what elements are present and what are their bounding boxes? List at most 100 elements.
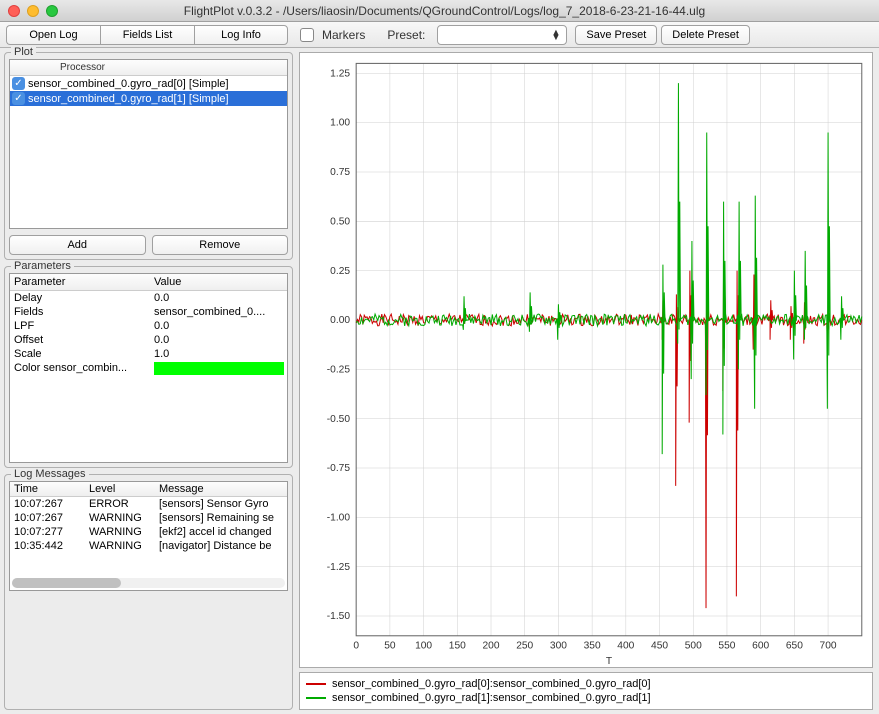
svg-text:-0.50: -0.50 bbox=[327, 414, 351, 425]
color-swatch[interactable] bbox=[154, 362, 284, 375]
svg-text:T: T bbox=[606, 656, 613, 667]
list-item-label: sensor_combined_0.gyro_rad[0] [Simple] bbox=[28, 78, 229, 90]
log-scrollbar[interactable] bbox=[12, 578, 285, 588]
log-time: 10:07:277 bbox=[10, 525, 85, 539]
table-row[interactable]: Scale1.0 bbox=[10, 347, 287, 361]
svg-text:-1.50: -1.50 bbox=[327, 611, 351, 622]
param-name: Scale bbox=[10, 347, 150, 361]
svg-text:100: 100 bbox=[415, 640, 432, 651]
svg-text:0.50: 0.50 bbox=[330, 216, 350, 227]
save-preset-button[interactable]: Save Preset bbox=[575, 25, 657, 45]
table-row[interactable]: Color sensor_combin... bbox=[10, 361, 287, 376]
param-header-parameter: Parameter bbox=[10, 274, 150, 290]
checkbox-icon[interactable]: ✓ bbox=[12, 77, 25, 90]
toolbar-button-group: Open Log Fields List Log Info bbox=[6, 25, 288, 45]
svg-text:0.00: 0.00 bbox=[330, 315, 350, 326]
table-row[interactable]: Fieldssensor_combined_0.... bbox=[10, 305, 287, 319]
table-row[interactable]: 10:07:277WARNING[ekf2] accel id changed bbox=[10, 525, 287, 539]
param-header-value: Value bbox=[150, 274, 287, 290]
markers-checkbox[interactable] bbox=[300, 28, 314, 42]
param-name: Delay bbox=[10, 291, 150, 305]
svg-text:450: 450 bbox=[651, 640, 668, 651]
preset-label: Preset: bbox=[387, 28, 425, 42]
parameters-table[interactable]: Parameter Value Delay0.0Fieldssensor_com… bbox=[9, 273, 288, 463]
svg-text:400: 400 bbox=[617, 640, 634, 651]
log-level: WARNING bbox=[85, 525, 155, 539]
minimize-icon[interactable] bbox=[27, 5, 39, 17]
title-bar: FlightPlot v.0.3.2 - /Users/liaosin/Docu… bbox=[0, 0, 879, 22]
legend-color-icon bbox=[306, 683, 326, 685]
table-row[interactable]: 10:35:442WARNING[navigator] Distance be bbox=[10, 539, 287, 553]
checkbox-icon[interactable]: ✓ bbox=[12, 92, 25, 105]
log-message: [ekf2] accel id changed bbox=[155, 525, 287, 539]
chart-area[interactable]: -1.50-1.25-1.00-0.75-0.50-0.250.000.250.… bbox=[299, 52, 873, 668]
log-messages-table[interactable]: Time Level Message 10:07:267ERROR[sensor… bbox=[9, 481, 288, 591]
legend-item: sensor_combined_0.gyro_rad[1]:sensor_com… bbox=[306, 691, 866, 705]
traffic-lights bbox=[8, 5, 58, 17]
log-message: [navigator] Distance be bbox=[155, 539, 287, 553]
open-log-button[interactable]: Open Log bbox=[6, 25, 100, 45]
close-icon[interactable] bbox=[8, 5, 20, 17]
svg-text:1.00: 1.00 bbox=[330, 118, 350, 129]
log-time: 10:07:267 bbox=[10, 511, 85, 525]
svg-text:600: 600 bbox=[752, 640, 769, 651]
svg-text:350: 350 bbox=[584, 640, 601, 651]
zoom-icon[interactable] bbox=[46, 5, 58, 17]
remove-button[interactable]: Remove bbox=[152, 235, 289, 255]
param-value: 1.0 bbox=[150, 347, 287, 361]
delete-preset-button[interactable]: Delete Preset bbox=[661, 25, 750, 45]
svg-text:0: 0 bbox=[353, 640, 359, 651]
log-level: WARNING bbox=[85, 511, 155, 525]
list-item[interactable]: ✓sensor_combined_0.gyro_rad[0] [Simple] bbox=[10, 76, 287, 91]
preset-select[interactable]: ▲▼ bbox=[437, 25, 567, 45]
log-messages-panel: Log Messages Time Level Message 10:07:26… bbox=[4, 474, 293, 710]
svg-text:500: 500 bbox=[685, 640, 702, 651]
legend-color-icon bbox=[306, 697, 326, 699]
svg-text:700: 700 bbox=[820, 640, 837, 651]
param-name: Offset bbox=[10, 333, 150, 347]
log-time: 10:35:442 bbox=[10, 539, 85, 553]
table-row[interactable]: Offset0.0 bbox=[10, 333, 287, 347]
fields-list-button[interactable]: Fields List bbox=[100, 25, 194, 45]
param-name: Fields bbox=[10, 305, 150, 319]
window-title: FlightPlot v.0.3.2 - /Users/liaosin/Docu… bbox=[68, 4, 871, 18]
log-info-button[interactable]: Log Info bbox=[194, 25, 288, 45]
table-row[interactable]: 10:07:267WARNING[sensors] Remaining se bbox=[10, 511, 287, 525]
legend-item: sensor_combined_0.gyro_rad[0]:sensor_com… bbox=[306, 677, 866, 691]
table-row[interactable]: Delay0.0 bbox=[10, 291, 287, 305]
svg-text:-1.00: -1.00 bbox=[327, 512, 351, 523]
svg-text:150: 150 bbox=[449, 640, 466, 651]
log-message: [sensors] Sensor Gyro bbox=[155, 497, 287, 511]
log-header-time: Time bbox=[10, 482, 85, 496]
table-row[interactable]: 10:07:267ERROR[sensors] Sensor Gyro bbox=[10, 497, 287, 511]
legend-label: sensor_combined_0.gyro_rad[1]:sensor_com… bbox=[332, 692, 651, 704]
table-row[interactable]: LPF0.0 bbox=[10, 319, 287, 333]
chart-legend: sensor_combined_0.gyro_rad[0]:sensor_com… bbox=[299, 672, 873, 710]
processor-list[interactable]: Processor ✓sensor_combined_0.gyro_rad[0]… bbox=[9, 59, 288, 229]
log-messages-title: Log Messages bbox=[11, 468, 89, 480]
list-item[interactable]: ✓sensor_combined_0.gyro_rad[1] [Simple] bbox=[10, 91, 287, 106]
param-value: 0.0 bbox=[150, 291, 287, 305]
processor-list-header: Processor bbox=[10, 60, 287, 76]
svg-text:200: 200 bbox=[482, 640, 499, 651]
param-value: 0.0 bbox=[150, 333, 287, 347]
param-value: 0.0 bbox=[150, 319, 287, 333]
select-arrows-icon: ▲▼ bbox=[551, 30, 560, 40]
toolbar: Open Log Fields List Log Info Markers Pr… bbox=[0, 22, 879, 48]
markers-label: Markers bbox=[322, 28, 365, 42]
add-button[interactable]: Add bbox=[9, 235, 146, 255]
log-header-level: Level bbox=[85, 482, 155, 496]
legend-label: sensor_combined_0.gyro_rad[0]:sensor_com… bbox=[332, 678, 651, 690]
svg-text:0.75: 0.75 bbox=[330, 167, 350, 178]
list-item-label: sensor_combined_0.gyro_rad[1] [Simple] bbox=[28, 93, 229, 105]
svg-text:1.25: 1.25 bbox=[330, 68, 350, 79]
svg-text:250: 250 bbox=[516, 640, 533, 651]
plot-panel-title: Plot bbox=[11, 46, 36, 58]
log-header-message: Message bbox=[155, 482, 287, 496]
svg-text:0.25: 0.25 bbox=[330, 266, 350, 277]
svg-text:550: 550 bbox=[718, 640, 735, 651]
param-name: Color sensor_combin... bbox=[10, 361, 150, 376]
svg-text:300: 300 bbox=[550, 640, 567, 651]
parameters-panel: Parameters Parameter Value Delay0.0Field… bbox=[4, 266, 293, 468]
svg-text:650: 650 bbox=[786, 640, 803, 651]
